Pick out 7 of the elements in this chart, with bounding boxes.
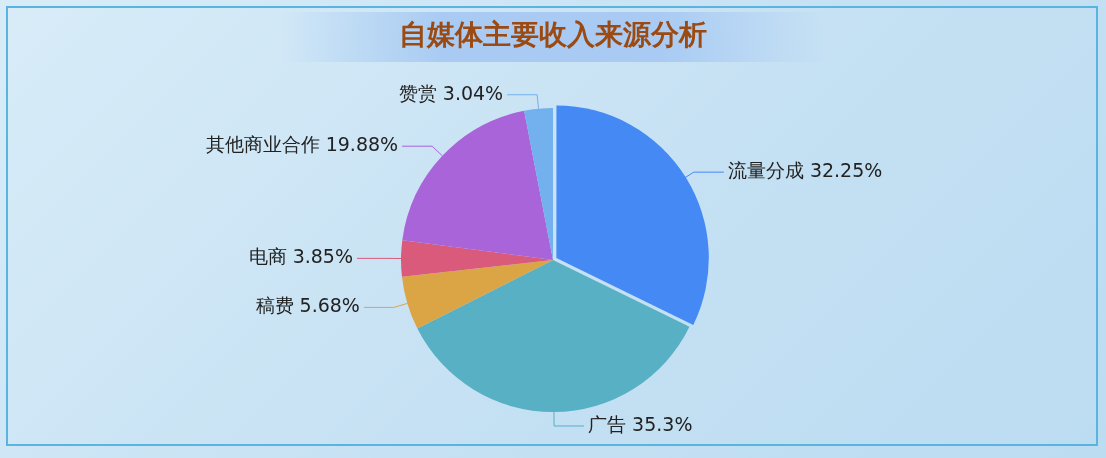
slice-label: 赞赏 3.04%: [398, 81, 504, 104]
slice-label: 广告 35.3%: [588, 412, 693, 435]
slice-label: 流量分成 32.25%: [727, 159, 883, 182]
slice-label: 其他商业合作 19.88%: [205, 133, 399, 156]
slice-label: 电商 3.85%: [248, 245, 354, 268]
slice-label: 稿费 5.68%: [255, 294, 360, 317]
chart-title: 自媒体主要收入来源分析: [398, 17, 708, 53]
